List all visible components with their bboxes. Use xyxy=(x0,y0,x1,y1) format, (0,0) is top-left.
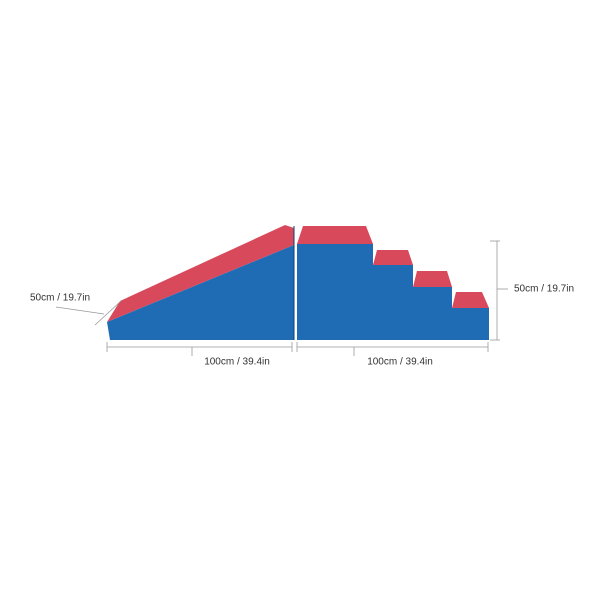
step-top xyxy=(413,271,452,287)
ramp xyxy=(107,225,295,340)
dimension-label: 100cm / 39.4in xyxy=(367,357,433,368)
dimension-lines xyxy=(55,240,508,356)
step-top xyxy=(452,292,489,308)
ramp-top xyxy=(107,225,294,322)
dimension-line xyxy=(94,300,122,326)
stairs-front xyxy=(297,244,489,340)
dimension-line xyxy=(55,306,105,315)
ramp-front xyxy=(107,245,294,340)
stairs xyxy=(297,226,489,340)
dimension-label: 50cm / 19.7in xyxy=(514,284,574,295)
dimension-label: 100cm / 39.4in xyxy=(204,357,270,368)
dimension-label: 50cm / 19.7in xyxy=(30,293,90,304)
step-top xyxy=(373,250,413,265)
step-top xyxy=(297,226,373,244)
